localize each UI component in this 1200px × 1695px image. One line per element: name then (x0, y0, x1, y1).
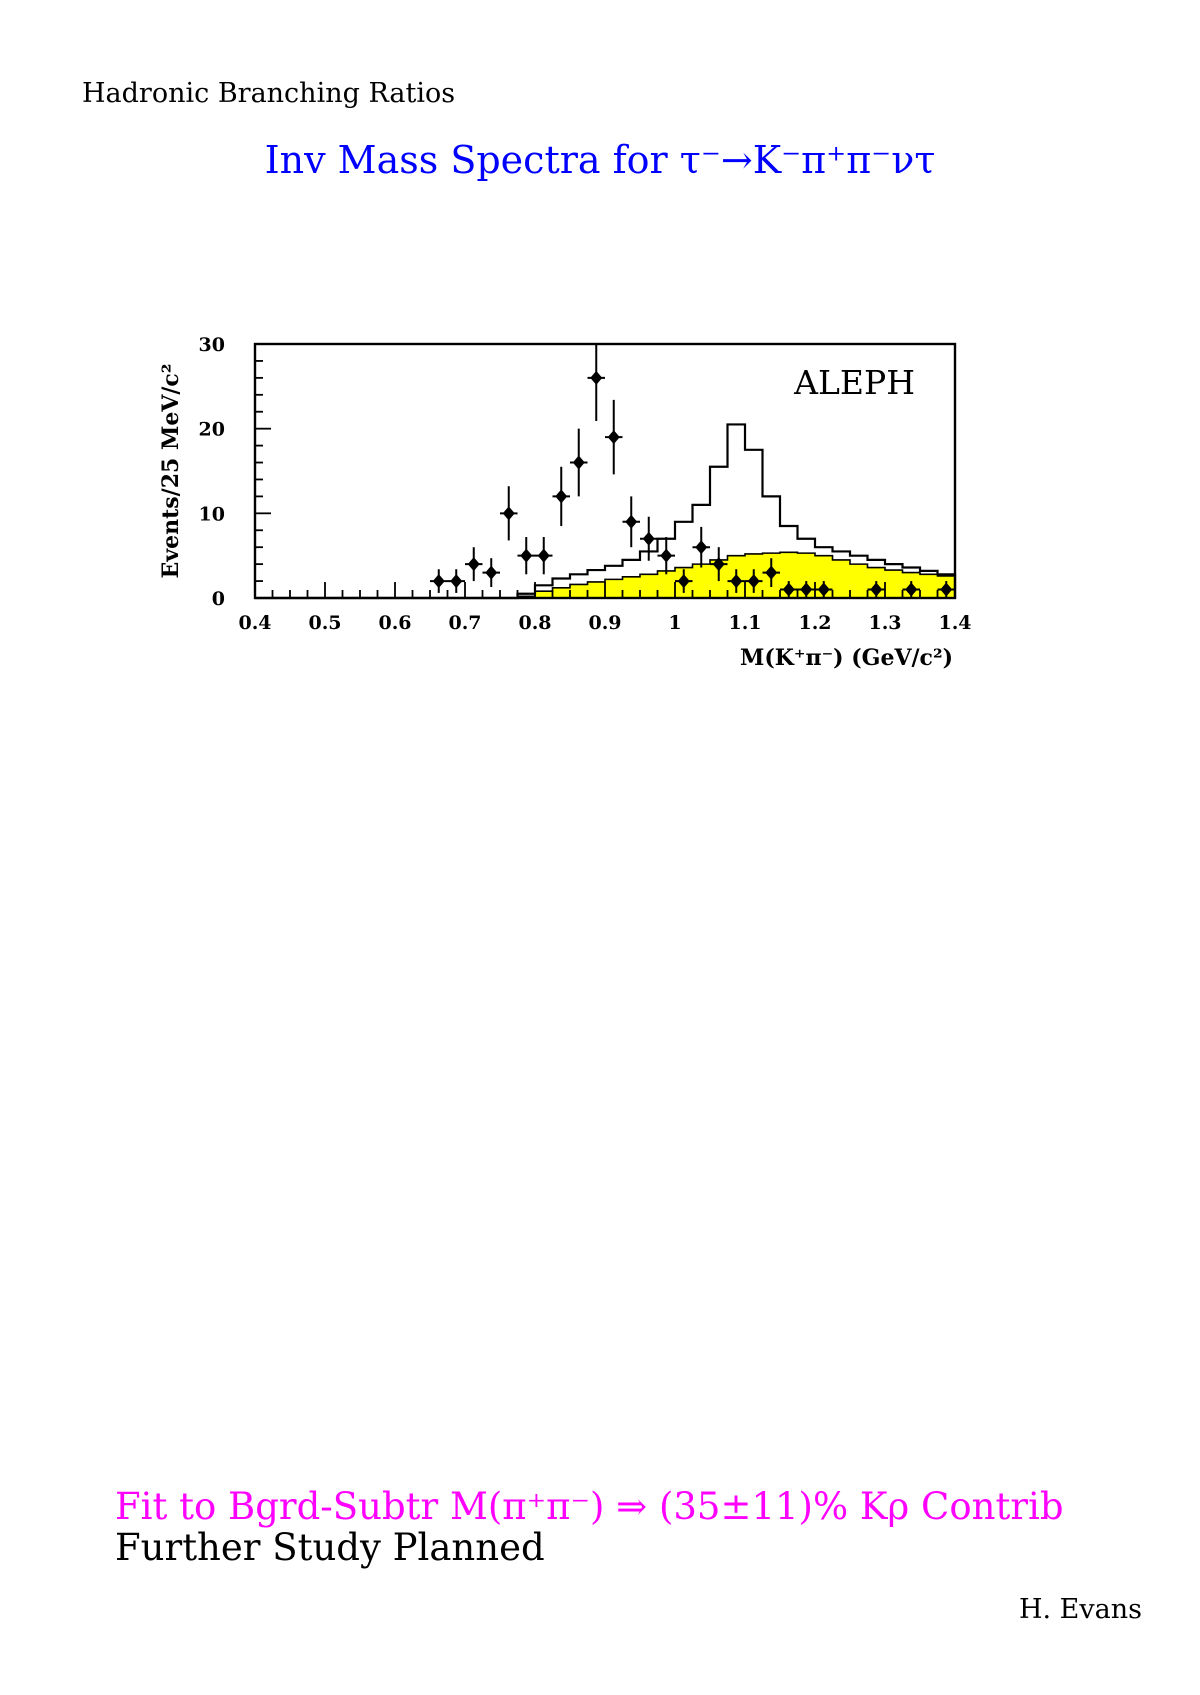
fit-result-note: Fit to Bgrd-Subtr M(π⁺π⁻) ⇒ (35±11)% Kρ … (115, 1485, 1064, 1528)
data-point (712, 557, 725, 572)
y-tick-label: 0 (212, 588, 225, 610)
x-tick-label: 1 (668, 612, 681, 634)
data-point (432, 574, 445, 589)
experiment-label: ALEPH (793, 363, 915, 402)
data-point (782, 582, 795, 597)
data-point (502, 506, 515, 521)
x-axis-title: M(K⁺π⁻) (GeV/c²) (740, 645, 953, 671)
y-tick-label: 20 (199, 419, 225, 441)
data-point (800, 582, 813, 597)
chart-pi-pi (0, 660, 1200, 1060)
page-title: Inv Mass Spectra for τ⁻→K⁻π⁺π⁻ντ (264, 138, 936, 182)
data-point (450, 574, 463, 589)
data-point (642, 531, 655, 546)
data-point (485, 565, 498, 580)
data-point (607, 430, 620, 445)
y-tick-label: 10 (199, 503, 225, 525)
y-axis-title: Events/25 MeV/c² (158, 364, 184, 579)
data-point (537, 548, 550, 563)
data-point (747, 574, 760, 589)
x-tick-label: 0.9 (588, 612, 621, 634)
chart-k-pi: 0.4 0.5 0.6 0.7 0.8 0.9 1 1.1 1.2 1.3 1.4 0 10 20 30 M(… (158, 334, 972, 671)
header-topic: Hadronic Branching Ratios (82, 78, 456, 109)
data-point (677, 574, 690, 589)
x-tick-label: 0.8 (518, 612, 551, 634)
x-tick-label: 0.5 (308, 612, 341, 634)
author-name: H. Evans (1018, 1594, 1142, 1625)
x-tick-label: 1.1 (728, 612, 761, 634)
data-point (730, 574, 743, 589)
data-point (555, 489, 568, 504)
chart-panel-pi-pi (0, 660, 1200, 1060)
chart-panel-k-pi: 0.4 0.5 0.6 0.7 0.8 0.9 1 1.1 1.2 1.3 1.4 0 10 20 30 M(… (0, 300, 1200, 700)
data-point (572, 455, 585, 470)
data-point (870, 582, 883, 597)
study-plan-note: Further Study Planned (115, 1526, 545, 1569)
data-point (520, 548, 533, 563)
x-tick-label: 0.6 (378, 612, 411, 634)
data-point (695, 540, 708, 555)
x-tick-label: 1.3 (868, 612, 901, 634)
data-point (905, 582, 918, 597)
data-point (660, 548, 673, 563)
y-tick-label: 30 (199, 334, 225, 356)
chart-k-pi-pi (0, 1020, 1200, 1420)
data-point (940, 582, 953, 597)
x-tick-label: 1.2 (798, 612, 831, 634)
data-point (625, 514, 638, 529)
data-point (467, 557, 480, 572)
x-tick-label: 1.4 (938, 612, 971, 634)
x-tick-label: 0.7 (448, 612, 481, 634)
data-point (817, 582, 830, 597)
data-point (765, 565, 778, 580)
chart-panel-k-pi-pi (0, 1020, 1200, 1420)
x-tick-label: 0.4 (238, 612, 271, 634)
data-point (590, 370, 603, 385)
